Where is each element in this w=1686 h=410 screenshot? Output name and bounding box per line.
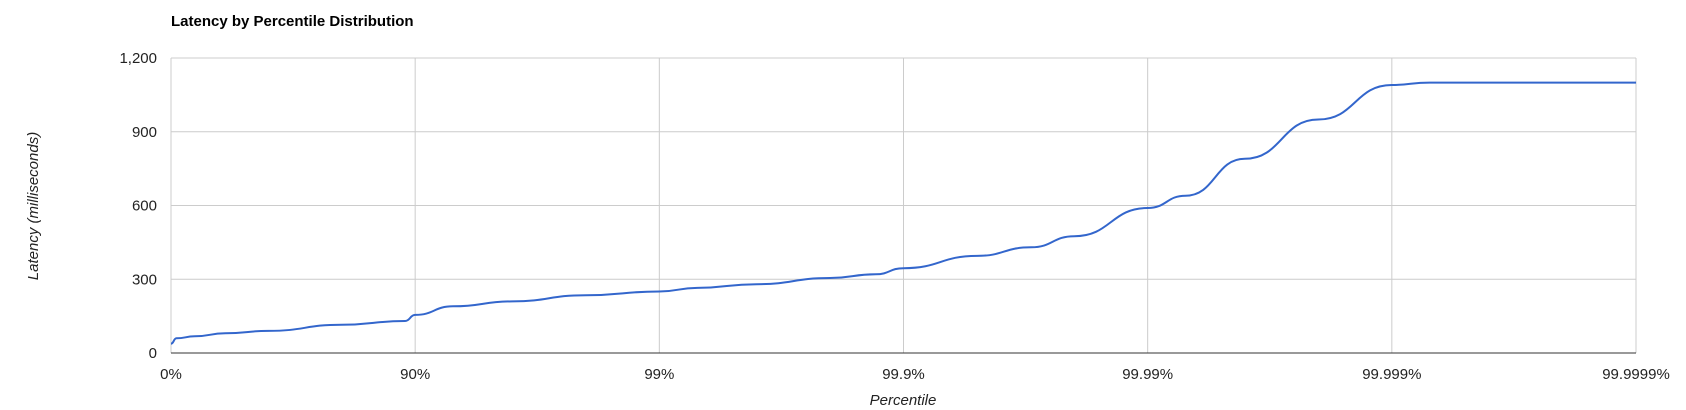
x-tick-label: 99.9999% <box>1602 366 1670 383</box>
x-tick-label: 99.99% <box>1122 366 1173 383</box>
grid-lines <box>170 57 1637 353</box>
y-tick-label: 900 <box>132 124 157 141</box>
y-axis-ticks: 0 300 600 900 1,200 <box>119 50 157 362</box>
y-tick-label: 600 <box>132 198 157 215</box>
x-axis-label: Percentile <box>870 392 937 409</box>
x-tick-label: 99.9% <box>882 366 925 383</box>
y-tick-label: 300 <box>132 271 157 288</box>
x-tick-label: 0% <box>160 366 182 383</box>
y-tick-label: 0 <box>149 345 157 362</box>
x-tick-label: 99.999% <box>1362 366 1421 383</box>
series-group <box>170 81 1637 345</box>
y-tick-label: 1,200 <box>119 50 157 67</box>
chart-title: Latency by Percentile Distribution <box>171 13 414 30</box>
x-tick-label: 99% <box>644 366 674 383</box>
x-tick-label: 90% <box>400 366 430 383</box>
x-axis-ticks: 0% 90% 99% 99.9% 99.99% 99.999% 99.9999% <box>160 366 1670 383</box>
y-axis-label: Latency (milliseconds) <box>25 132 42 280</box>
